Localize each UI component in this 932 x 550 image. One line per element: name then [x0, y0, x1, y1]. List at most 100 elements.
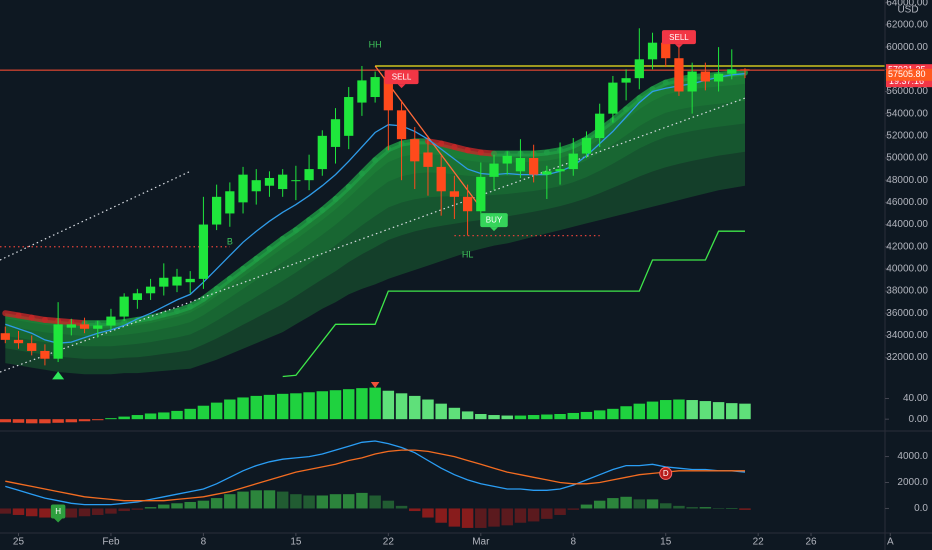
histogram-bar	[422, 399, 434, 420]
candle-body	[40, 350, 50, 359]
y-tick-label: 46000.00	[886, 197, 928, 208]
price-label-box	[886, 68, 932, 81]
candle-body	[740, 69, 750, 71]
histogram-bar	[739, 403, 751, 420]
macd-bar	[409, 508, 421, 512]
y-tick-label: 52000.00	[886, 130, 928, 141]
x-tick-label: 8	[570, 537, 576, 548]
candle-body	[449, 191, 460, 197]
histogram-bar	[514, 415, 527, 420]
histogram-bar	[39, 419, 51, 424]
candle-body	[621, 78, 631, 83]
candle-body	[515, 158, 526, 172]
histogram-bar	[369, 387, 381, 420]
histogram-bar	[475, 414, 487, 420]
histogram-bar	[25, 419, 38, 424]
candle-body	[278, 174, 288, 190]
y-tick-label: 0.0	[914, 503, 928, 514]
candle-body	[225, 191, 235, 214]
label-box	[661, 30, 696, 45]
macd-bar	[329, 494, 342, 509]
histogram-bar	[593, 410, 606, 420]
histogram-bar	[197, 405, 210, 420]
candle-body	[462, 196, 473, 212]
histogram-bar	[726, 403, 738, 420]
macd-bar	[92, 508, 104, 515]
label-pointer	[490, 227, 499, 232]
macd-bar	[276, 491, 289, 509]
macd-bar	[78, 508, 91, 517]
macd-bar	[290, 494, 302, 509]
candle-body	[542, 171, 552, 175]
candle-body	[317, 135, 327, 170]
signal-label: BUY	[486, 216, 503, 225]
candle-body	[687, 71, 697, 92]
y-tick-label: 32000.00	[886, 352, 928, 363]
histogram-bar	[78, 419, 91, 422]
signal-label: SELL	[392, 73, 412, 82]
macd-bar	[593, 500, 606, 509]
candle-body	[647, 42, 658, 60]
histogram-bar	[646, 401, 659, 420]
ribbon-band	[5, 72, 746, 336]
histogram-bar	[659, 400, 672, 420]
candle-body	[251, 180, 261, 192]
candle-body	[555, 169, 565, 172]
indicator-line	[5, 449, 745, 502]
ribbon-band	[5, 72, 746, 347]
macd-bar	[316, 495, 329, 509]
histogram-bar	[448, 407, 461, 420]
candle-body	[396, 110, 407, 140]
oscillator-panel	[0, 382, 751, 424]
histogram-bar	[620, 406, 632, 420]
macd-bar	[567, 508, 580, 510]
candle-body	[700, 71, 710, 82]
x-tick-label: 22	[753, 537, 765, 548]
macd-bar	[171, 503, 183, 509]
histogram-bar	[607, 408, 619, 420]
candle-body	[185, 278, 195, 283]
candle-body	[370, 77, 380, 98]
x-tick-label: A	[887, 537, 894, 548]
histogram-bar	[488, 415, 500, 420]
indicator-line	[282, 230, 745, 378]
y-tick-label: 0.00	[909, 414, 929, 425]
x-tick-label: Mar	[472, 537, 490, 548]
macd-bar	[210, 498, 223, 509]
macd-bar	[422, 508, 434, 518]
histogram-bar	[409, 395, 421, 420]
macd-bar	[659, 503, 672, 509]
x-tick-label: 15	[660, 537, 672, 548]
candle-body	[79, 324, 90, 329]
candle-body	[423, 152, 433, 167]
macd-bar	[237, 491, 249, 509]
histogram-bar	[118, 416, 130, 420]
candle-body	[581, 138, 592, 154]
y-tick-label: 4000.0	[897, 451, 928, 462]
indicator-line	[5, 440, 746, 506]
histogram-bar	[276, 393, 289, 420]
histogram-bar	[171, 410, 183, 420]
histogram-bar	[144, 413, 157, 420]
label-pointer	[674, 44, 683, 49]
signal-marker	[52, 371, 65, 380]
signal-label: HH	[369, 39, 382, 49]
macd-bar	[184, 501, 196, 509]
macd-bar	[342, 494, 355, 509]
label-box	[50, 504, 66, 519]
macd-bar	[527, 508, 540, 522]
macd-bar	[105, 508, 117, 514]
histogram-bar	[92, 419, 104, 421]
macd-bar	[369, 495, 381, 509]
candle-body	[198, 224, 209, 279]
ribbon-band	[5, 72, 746, 375]
macd-bar	[712, 508, 725, 509]
macd-bar	[633, 499, 646, 509]
histogram-bar	[342, 389, 355, 420]
candle-body	[661, 42, 671, 59]
macd-bar	[382, 500, 395, 509]
candle-body	[476, 176, 486, 212]
histogram-bar	[184, 408, 196, 420]
